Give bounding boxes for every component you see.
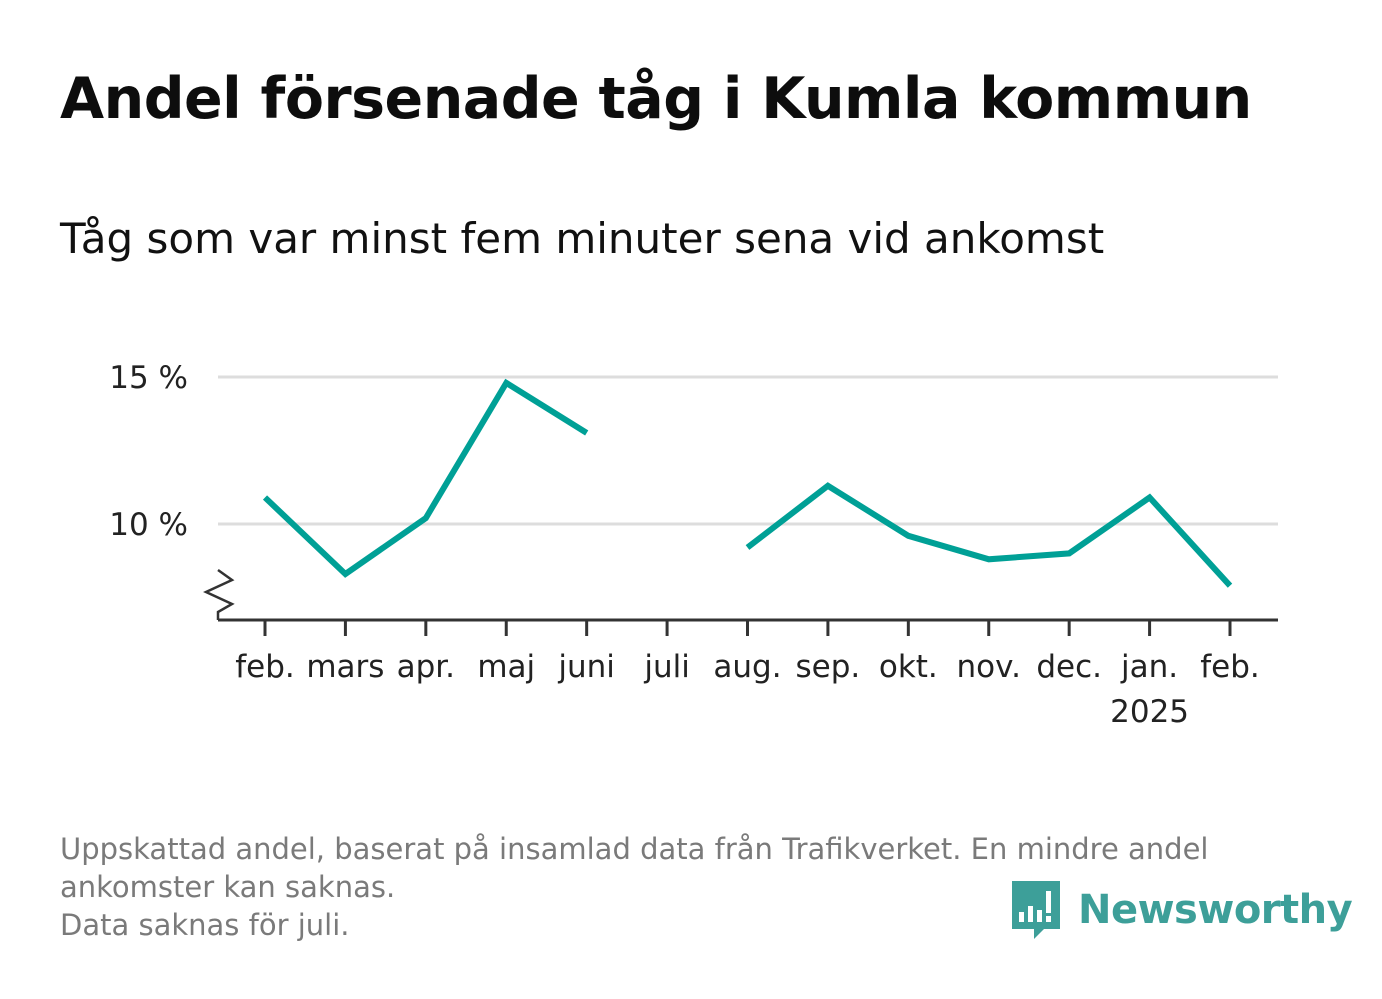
footnote-line-2: ankomster kan saknas. <box>60 870 396 904</box>
x-tick-label: feb. <box>235 649 295 685</box>
x-tick-label: dec. <box>1036 649 1102 685</box>
x-tick-label: jan. <box>1120 649 1178 685</box>
axis-break-icon <box>203 568 235 620</box>
brand-logo: Newsworthy <box>1010 878 1353 942</box>
chart-subtitle: Tåg som var minst fem minuter sena vid a… <box>60 214 1105 263</box>
x-tick-label: maj <box>477 649 535 685</box>
y-tick-label: 15 % <box>109 360 188 396</box>
series <box>262 378 1233 588</box>
footnote-line-1: Uppskattad andel, baserat på insamlad da… <box>60 832 1209 866</box>
x-tick-label: sep. <box>796 649 861 685</box>
series-line <box>745 482 1233 588</box>
chart-title: Andel försenade tåg i Kumla kommun <box>60 66 1252 132</box>
brand-name: Newsworthy <box>1078 887 1353 933</box>
newsworthy-logo-icon <box>1012 881 1060 939</box>
x-tick-label: feb. <box>1200 649 1260 685</box>
x-tick-label: juni <box>557 649 615 685</box>
x-tick-labels: feb. mars apr. maj juni juli aug. sep. okt. nov. d… <box>235 649 1260 730</box>
line-chart: 10 % 15 % feb. mars apr. maj juni juli aug. sep.… <box>109 360 1278 730</box>
x-tick-label: apr. <box>397 649 455 685</box>
x-tick-label: nov. <box>957 649 1021 685</box>
x-tick-sublabel: 2025 <box>1110 694 1189 730</box>
x-ticks <box>263 620 1232 636</box>
y-tick-labels: 10 % 15 % <box>109 360 188 543</box>
x-tick-label: okt. <box>879 649 938 685</box>
y-tick-label: 10 % <box>109 507 188 543</box>
footnote-line-3: Data saknas för juli. <box>60 908 350 942</box>
grid-lines <box>218 375 1278 526</box>
x-axis <box>203 568 1278 622</box>
series-line <box>262 378 589 578</box>
x-tick-label: mars <box>306 649 384 685</box>
footnote: Uppskattad andel, baserat på insamlad da… <box>60 830 1320 944</box>
x-tick-label: aug. <box>713 649 781 685</box>
x-tick-label: juli <box>643 649 690 685</box>
